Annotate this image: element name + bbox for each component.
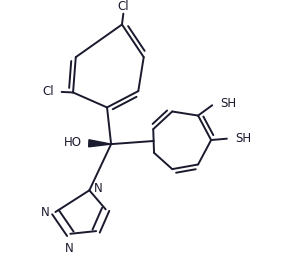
Polygon shape xyxy=(89,140,111,147)
Text: SH: SH xyxy=(220,97,237,109)
Text: N: N xyxy=(41,206,49,219)
Text: Cl: Cl xyxy=(118,0,129,13)
Text: Cl: Cl xyxy=(43,85,54,99)
Text: HO: HO xyxy=(64,136,82,149)
Text: N: N xyxy=(94,182,103,195)
Text: SH: SH xyxy=(235,132,251,145)
Text: N: N xyxy=(65,242,73,255)
